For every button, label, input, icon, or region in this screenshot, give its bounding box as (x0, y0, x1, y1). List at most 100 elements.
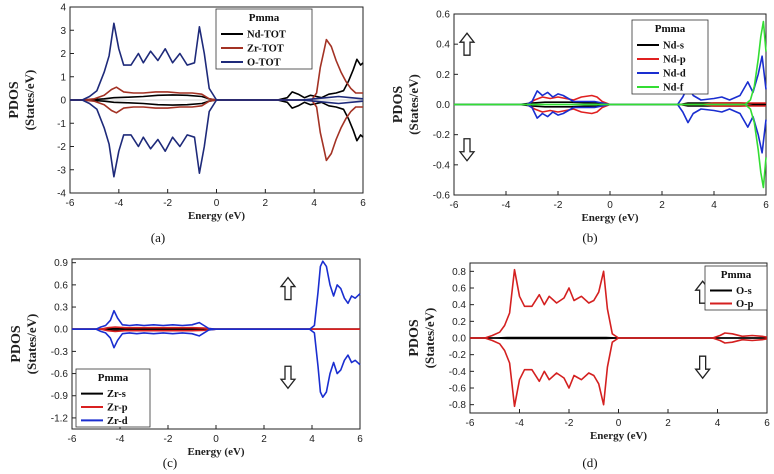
y-tick-label: -4 (57, 189, 66, 200)
x-tick-label: -2 (164, 434, 173, 445)
x-tick-label: -4 (116, 434, 125, 445)
x-axis-label: Energy (eV) (187, 446, 244, 458)
series-line-nd-d-spin-down (454, 103, 767, 154)
series-line-nd-p-spin-up (454, 94, 766, 106)
legend-entry-label: O-TOT (247, 58, 281, 69)
y-tick-label: -0.3 (51, 347, 69, 358)
legend-title: Pmma (655, 23, 686, 35)
series-line-zr-tot-spin-down (70, 99, 363, 162)
x-tick-label: -2 (163, 198, 172, 209)
x-tick-label: 2 (659, 200, 665, 211)
x-tick-label: 2 (263, 198, 269, 209)
series-line-o-p-spin-down (470, 337, 768, 408)
y-tick-label: -0.2 (433, 130, 451, 141)
y-tick-label: 1 (60, 72, 66, 83)
chart-panel-4: -6 -4 -2 0 2 4 6 -0.8 -0.6 -0.4 -0.2 0.0 0.2 0.4 0.6 0.… (407, 262, 770, 470)
legend-entry-label: Nd-s (663, 41, 684, 52)
x-tick-label: 0 (213, 434, 219, 445)
x-tick-label: -6 (450, 200, 459, 211)
y-tick-label: -2 (57, 142, 66, 153)
panel-label: (b) (582, 230, 597, 245)
y-tick-label: -0.6 (449, 384, 467, 395)
x-tick-label: 6 (763, 200, 769, 211)
legend-entry-label: Zr-TOT (247, 44, 284, 55)
panel-label: (a) (151, 230, 165, 245)
legend-entry-label: Nd-f (663, 83, 684, 94)
spin-down-arrow-icon (279, 365, 297, 390)
spin-down-arrow-icon (458, 138, 476, 162)
y-tick-label: -0.4 (433, 160, 451, 171)
x-tick-label: 6 (360, 198, 366, 209)
x-tick-label: -6 (66, 198, 75, 209)
spin-up-arrow-icon (279, 276, 297, 301)
y-tick-label: -1 (57, 119, 66, 130)
y-tick-label: 0.6 (54, 280, 68, 291)
series-line-nd-tot-spin-up (70, 58, 364, 101)
y-tick-label: 0.2 (452, 317, 466, 328)
x-tick-label: 4 (711, 200, 717, 211)
x-tick-label: 2 (261, 434, 267, 445)
legend-entry-label: O-s (736, 286, 752, 297)
y-tick-label: -0.9 (51, 391, 69, 402)
legend-box (75, 368, 151, 428)
x-tick-label: -6 (68, 434, 77, 445)
chart-panel-2: -6 -4 -2 0 2 4 6 -0.6 -0.4 -0.2 0.0 0.2 0.4 0.6 Energy… (391, 10, 769, 246)
y-tick-label: 0.4 (452, 300, 466, 311)
chart-panel-3: -6 -4 -2 0 2 4 6 -1.2 -0.9 -0.6 -0.3 0.0 0.3 0.6 0.9 En… (9, 258, 363, 470)
x-tick-label: 6 (764, 418, 770, 429)
x-axis-label: Energy (eV) (581, 212, 638, 224)
x-tick-label: -4 (515, 418, 524, 429)
x-tick-label: 0 (616, 418, 622, 429)
y-axis-label: PDOS (391, 86, 406, 124)
legend: Pmma Zr-s Zr-p Zr-d (75, 368, 151, 428)
legend-entry-label: Zr-p (107, 403, 128, 414)
x-tick-label: 4 (311, 198, 317, 209)
x-tick-label: -2 (554, 200, 563, 211)
y-tick-label: 0.0 (54, 325, 68, 336)
x-axis-label: Energy (eV) (590, 430, 647, 442)
legend-title: Pmma (249, 12, 280, 24)
y-tick-label: -0.8 (449, 400, 467, 411)
x-tick-label: 6 (357, 434, 363, 445)
series-line-zr-tot-spin-up (70, 38, 363, 101)
y-tick-label: -1.2 (51, 413, 69, 424)
legend-entry-label: Nd-d (663, 69, 686, 80)
y-tick-label: 0.0 (436, 100, 450, 111)
series-line-o-p-spin-up (470, 268, 768, 339)
y-tick-label: 2 (60, 49, 66, 60)
y-axis-units: (States/eV) (422, 308, 437, 369)
y-axis-units: (States/eV) (22, 70, 37, 131)
x-tick-label: -4 (114, 198, 123, 209)
spin-down-arrow-icon (694, 355, 711, 380)
y-tick-label: -0.6 (51, 369, 69, 380)
legend: Pmma Nd-s Nd-p Nd-d Nd-f (631, 19, 709, 95)
x-tick-label: 2 (665, 418, 671, 429)
y-tick-label: 0.3 (54, 303, 68, 314)
x-tick-label: 4 (715, 418, 721, 429)
y-tick-label: -0.6 (433, 191, 451, 202)
legend: Pmma Nd-TOT Zr-TOT O-TOT (215, 8, 313, 70)
y-axis-label: PDOS (9, 325, 24, 363)
y-axis-units: (States/eV) (406, 74, 421, 135)
y-tick-label: 0 (60, 96, 66, 107)
series-line-o-tot-spin-down (70, 99, 364, 178)
series-line-zr-d-spin-up (72, 260, 361, 330)
y-tick-label: 0.0 (452, 334, 466, 345)
y-tick-label: 3 (60, 26, 66, 37)
y-tick-label: 0.9 (54, 258, 68, 269)
x-tick-label: -2 (565, 418, 574, 429)
y-tick-label: 0.4 (436, 40, 450, 51)
series-line-nd-f-spin-up (454, 20, 767, 106)
series-line-nd-f-spin-down (454, 103, 767, 189)
legend-title: Pmma (721, 269, 752, 281)
legend-title: Pmma (98, 372, 129, 384)
y-axis-units: (States/eV) (24, 314, 39, 375)
series-line-nd-d-spin-up (454, 55, 767, 106)
y-tick-label: -0.4 (449, 367, 467, 378)
legend: Pmma O-s O-p (704, 265, 768, 311)
x-tick-label: 4 (309, 434, 315, 445)
series-line-nd-p-spin-down (454, 103, 766, 115)
y-tick-label: -0.2 (449, 350, 467, 361)
legend-entry-label: Zr-s (107, 389, 126, 400)
